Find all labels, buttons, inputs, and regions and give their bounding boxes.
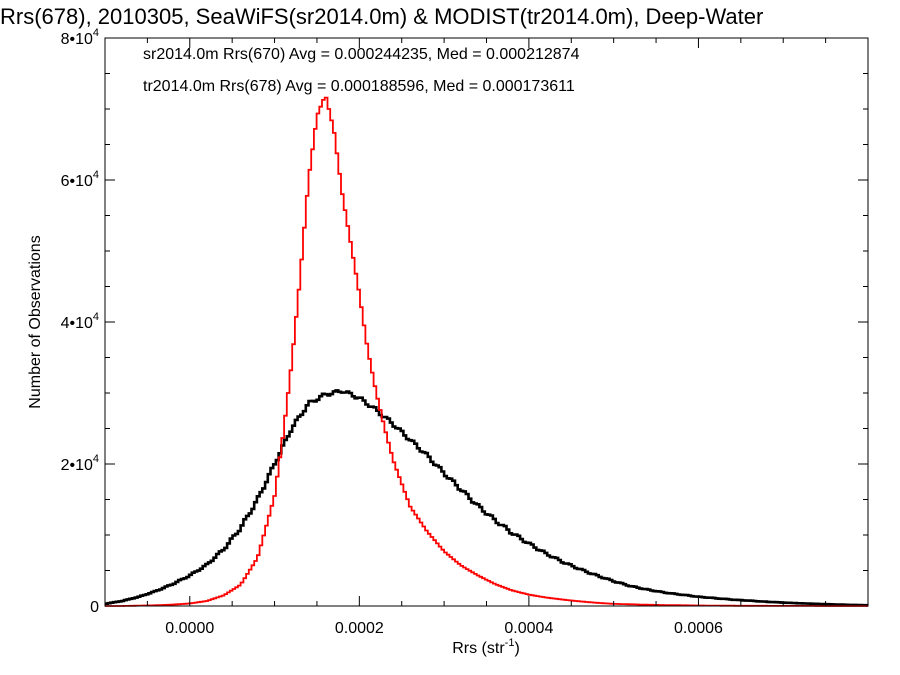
- legend-entry-sr2014: sr2014.0m Rrs(670) Avg = 0.000244235, Me…: [143, 46, 580, 63]
- y-axis-label: Number of Observations: [27, 235, 44, 408]
- x-tick-label: 0.0004: [504, 620, 553, 637]
- y-tick-label: 0: [90, 599, 99, 616]
- legend-entry-tr2014: tr2014.0m Rrs(678) Avg = 0.000188596, Me…: [143, 78, 575, 95]
- plot-series: [105, 96, 869, 607]
- x-axis-label-main: Rrs (str: [452, 640, 505, 657]
- x-tick-label: 0.0002: [335, 620, 384, 637]
- series-line-0: [105, 389, 869, 607]
- y-tick-label: 2•104: [61, 453, 99, 474]
- x-axis-label: Rrs (str-1): [452, 637, 520, 657]
- plot-frame: [104, 37, 869, 607]
- y-axis-ticks: 0 2•104 4•104 6•104 8•104: [61, 27, 868, 616]
- y-tick-label: 4•104: [61, 311, 99, 332]
- x-tick-label: 0.0000: [165, 620, 214, 637]
- x-axis-ticks: 0.0000 0.0002 0.0004 0.0006: [104, 38, 869, 637]
- chart-title: Rrs(678), 2010305, SeaWiFS(sr2014.0m) & …: [0, 4, 763, 29]
- x-tick-label: 0.0006: [674, 620, 723, 637]
- y-tick-label: 6•104: [61, 169, 99, 190]
- series-line-1: [105, 96, 868, 607]
- y-tick-label: 8•104: [61, 27, 99, 48]
- x-axis-label-end: ): [514, 640, 519, 657]
- x-axis-label-superscript: -1: [505, 637, 515, 649]
